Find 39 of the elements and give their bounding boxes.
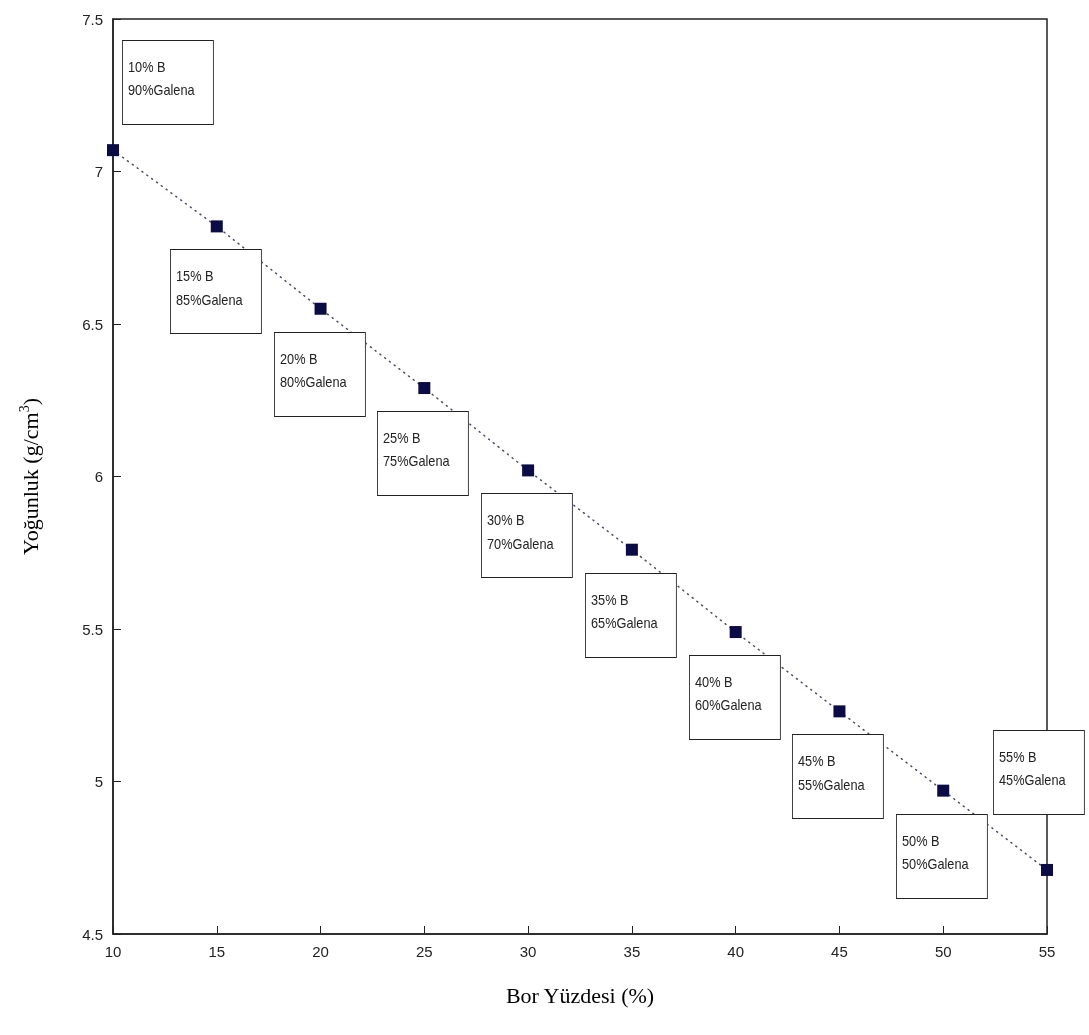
x-tick-label: 25 xyxy=(415,943,433,960)
y-tick-label: 5.5 xyxy=(82,620,103,638)
x-tick-label: 55 xyxy=(1038,943,1056,960)
callout-box: 45% B 55%Galena xyxy=(792,734,885,820)
point xyxy=(625,543,638,556)
x-tick-label: 45 xyxy=(831,943,848,960)
x-axis-title: Bor Yüzdesi (%) xyxy=(505,982,655,1008)
point xyxy=(418,382,431,395)
callout-box: 15% B 85%Galena xyxy=(169,249,262,335)
callout-box: 50% B 50%Galena xyxy=(896,813,989,899)
x-tick-label: 15 xyxy=(208,943,226,960)
point xyxy=(522,464,535,477)
point xyxy=(210,220,223,233)
y-tick-label: 6 xyxy=(94,468,103,485)
callout-box: 40% B 60%Galena xyxy=(688,655,781,741)
point xyxy=(107,144,119,157)
point xyxy=(729,626,742,639)
callout-box: 10% B 90%Galena xyxy=(122,40,214,126)
point xyxy=(937,784,950,797)
x-tick-label: 50 xyxy=(934,943,952,960)
callout-box: 25% B 75%Galena xyxy=(377,411,470,497)
y-tick-label: 6.5 xyxy=(82,315,103,333)
y-tick-label: 7 xyxy=(94,163,103,180)
callout-box: 30% B 70%Galena xyxy=(481,493,574,579)
y-tick-label: 4.5 xyxy=(82,925,103,943)
x-tick-label: 20 xyxy=(312,943,329,960)
x-tick-label: 35 xyxy=(623,943,641,960)
callout-box: 55% B 45%Galena xyxy=(993,729,1085,815)
callout-box: 20% B 80%Galena xyxy=(273,331,366,417)
y-axis-title: Yoğunluk (g/cm3) xyxy=(16,398,43,555)
point xyxy=(1041,863,1053,876)
y-tick-label: 5 xyxy=(94,773,103,790)
callout-box: 35% B 65%Galena xyxy=(584,572,677,658)
x-tick-label: 30 xyxy=(519,943,537,960)
x-tick-label: 40 xyxy=(727,943,745,960)
y-tick-label: 7.5 xyxy=(82,10,103,28)
point xyxy=(314,302,327,315)
x-tick-label: 10 xyxy=(104,943,122,960)
point xyxy=(833,705,846,718)
